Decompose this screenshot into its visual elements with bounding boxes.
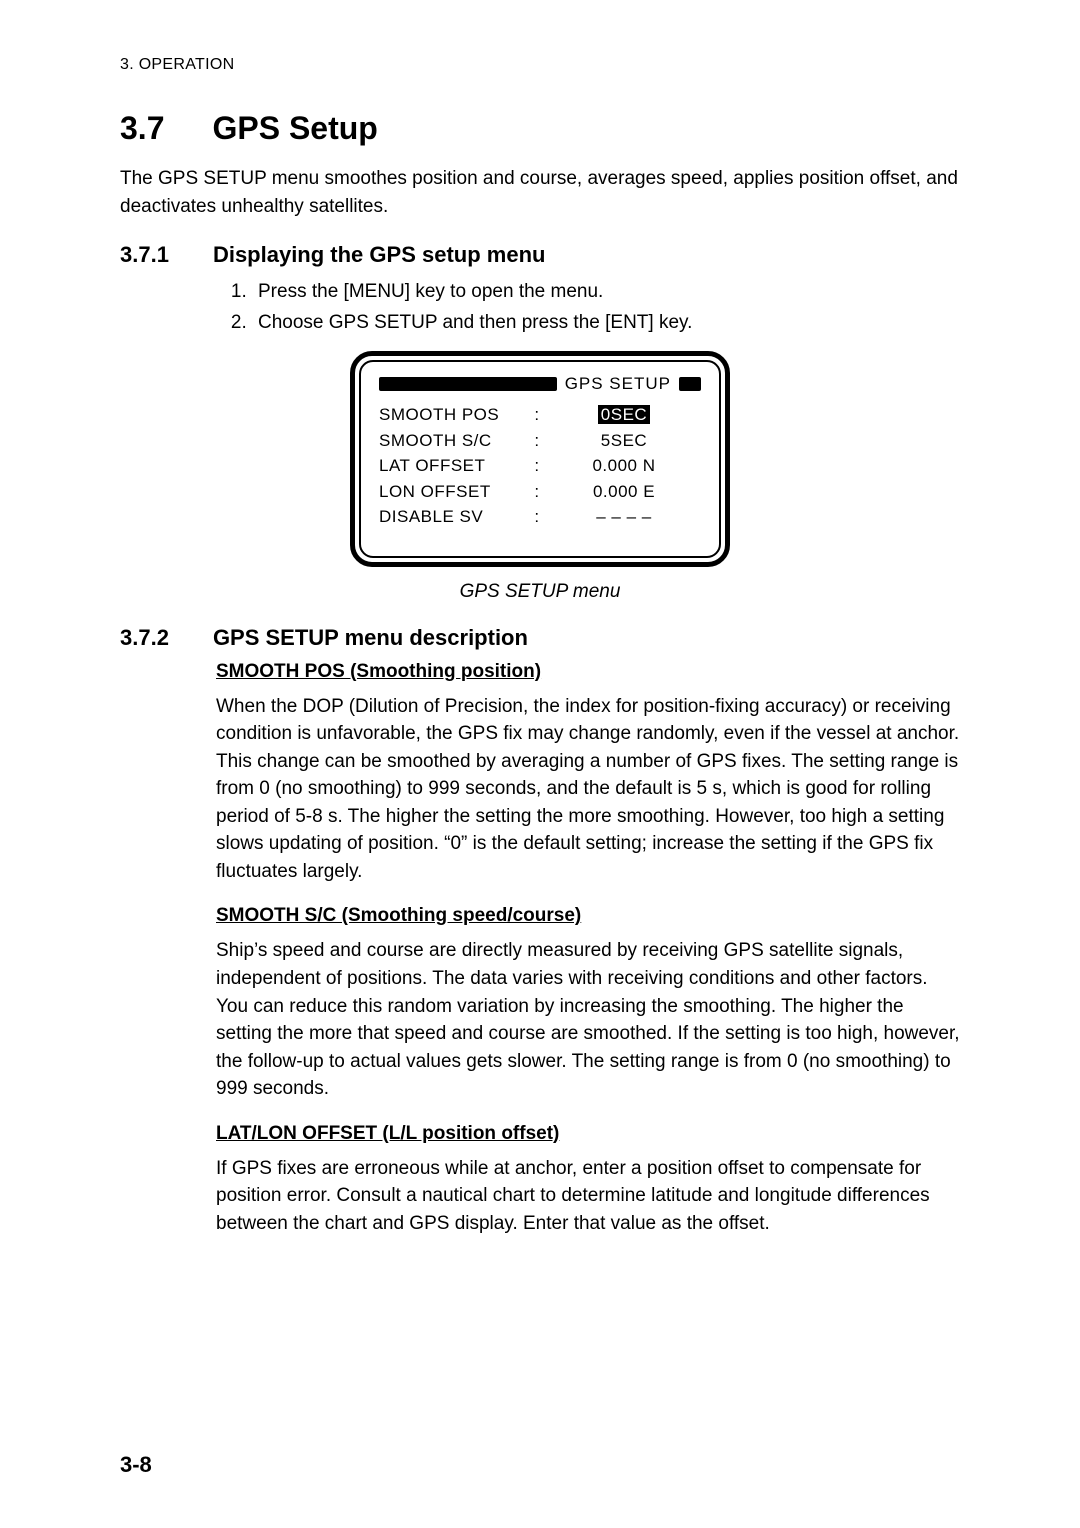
step-item: Press the [MENU] key to open the menu. [252,278,960,307]
subsection-number: 3.7.1 [120,242,169,268]
param-heading: LAT/LON OFFSET (L/L position offset) [216,1123,960,1145]
steps-list: Press the [MENU] key to open the menu. C… [120,278,960,337]
title-bar-icon [379,377,557,391]
param-body: If GPS fixes are erroneous while at anch… [216,1155,960,1238]
colon-icon: : [527,453,547,479]
subsection-heading: 3.7.2 GPS SETUP menu description [120,625,960,651]
subsection-number: 3.7.2 [120,625,169,651]
screen-display: GPS SETUP SMOOTH POS : 0SEC SMOOTH S/C :… [359,360,721,558]
screen-row: LAT OFFSET : 0.000 N [379,453,701,479]
screen-row-label: DISABLE SV [379,504,527,530]
screen-title: GPS SETUP [565,374,671,394]
param-body: Ship’s speed and course are directly mea… [216,937,960,1102]
section-heading: 3.7 GPS Setup [120,110,960,147]
page: 3. OPERATION 3.7 GPS Setup The GPS SETUP… [0,0,1080,1528]
intro-paragraph: The GPS SETUP menu smoothes position and… [120,165,960,220]
screen-row-label: LON OFFSET [379,479,527,505]
screen-row-value: – – – – [547,504,701,530]
colon-icon: : [527,428,547,454]
param-body: When the DOP (Dilution of Precision, the… [216,693,960,886]
figure-caption: GPS SETUP menu [460,581,621,603]
running-head: 3. OPERATION [120,56,960,74]
subsection-title: Displaying the GPS setup menu [213,242,546,268]
subsection-heading: 3.7.1 Displaying the GPS setup menu [120,242,960,268]
screen-row: DISABLE SV : – – – – [379,504,701,530]
screen-row: SMOOTH POS : 0SEC [379,402,701,428]
screen-bezel: GPS SETUP SMOOTH POS : 0SEC SMOOTH S/C :… [350,351,730,567]
description-block: SMOOTH POS (Smoothing position) When the… [216,661,960,1238]
screen-row-label: SMOOTH POS [379,402,527,428]
screen-row-label: SMOOTH S/C [379,428,527,454]
screen-row-label: LAT OFFSET [379,453,527,479]
screen-row: LON OFFSET : 0.000 E [379,479,701,505]
param-heading: SMOOTH POS (Smoothing position) [216,661,960,683]
section-number: 3.7 [120,110,164,147]
screen-row-value: 0.000 E [547,479,701,505]
section-title: GPS Setup [212,110,377,147]
param-heading: SMOOTH S/C (Smoothing speed/course) [216,905,960,927]
colon-icon: : [527,479,547,505]
step-item: Choose GPS SETUP and then press the [ENT… [252,309,960,338]
screen-title-row: GPS SETUP [379,374,701,394]
screen-row-value: 0.000 N [547,453,701,479]
screen-row-value: 5SEC [547,428,701,454]
highlighted-value: 0SEC [598,405,650,424]
screen-row: SMOOTH S/C : 5SEC [379,428,701,454]
title-bar-icon [679,377,701,391]
subsection-title: GPS SETUP menu description [213,625,528,651]
colon-icon: : [527,504,547,530]
colon-icon: : [527,402,547,428]
page-number: 3-8 [120,1452,152,1478]
screen-row-value: 0SEC [547,402,701,428]
screen-figure: GPS SETUP SMOOTH POS : 0SEC SMOOTH S/C :… [120,351,960,603]
